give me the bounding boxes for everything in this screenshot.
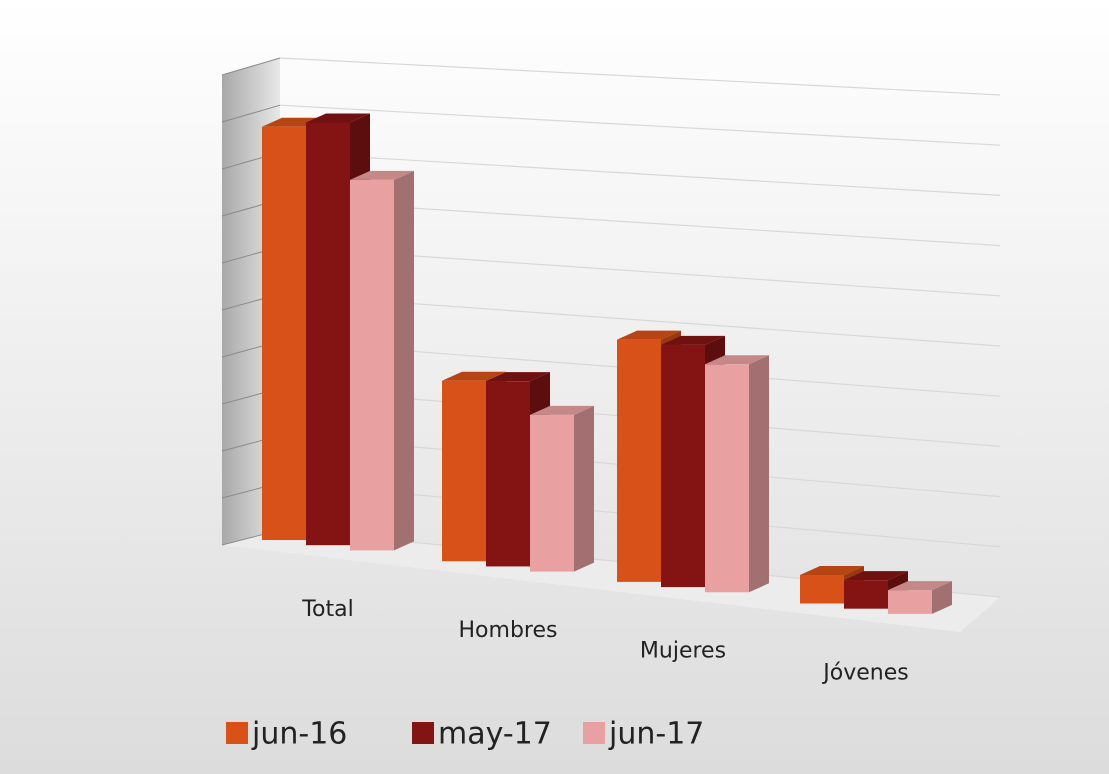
- bar-front: [442, 380, 486, 562]
- grid-line: [279, 57, 1001, 96]
- bar-front: [350, 179, 394, 551]
- x-tick-label: Mujeres: [640, 639, 726, 664]
- side-grid-line: [221, 104, 281, 123]
- bar-top: [486, 372, 550, 382]
- bar-top: [844, 571, 908, 581]
- grid-line: [279, 104, 1001, 146]
- bar-side: [574, 405, 594, 572]
- bar-top: [617, 330, 681, 340]
- grid-line: [279, 151, 1001, 196]
- bar-front: [705, 364, 749, 593]
- legend-label: may-17: [438, 717, 552, 752]
- labels: Total Hombres Mujeres Jóvenes jun-16 may-17 ju…: [226, 597, 909, 752]
- bar-top: [661, 335, 725, 345]
- bar: [888, 581, 952, 614]
- legend-label: jun-17: [608, 717, 704, 752]
- legend-swatch: [583, 722, 605, 744]
- bar-side: [932, 581, 952, 614]
- bar-front: [486, 381, 530, 567]
- bar-front: [800, 574, 844, 604]
- x-tick-label: Hombres: [459, 618, 558, 643]
- floor: [222, 530, 1000, 632]
- bar: [350, 170, 414, 551]
- bar-top: [530, 405, 594, 415]
- bars: [262, 113, 952, 614]
- x-tick-label: Total: [301, 597, 353, 622]
- bar-front: [262, 126, 306, 540]
- legend-label: jun-16: [251, 717, 347, 752]
- bar-front: [661, 344, 705, 588]
- bar-side: [394, 170, 414, 551]
- bar-top: [442, 371, 506, 381]
- bar-front: [844, 580, 888, 609]
- bar: [530, 405, 594, 572]
- bar-front: [617, 339, 661, 582]
- bar-side: [749, 355, 769, 593]
- bar: [705, 355, 769, 593]
- bar-front: [888, 590, 932, 614]
- x-tick-label: Jóvenes: [821, 660, 908, 685]
- legend-swatch: [226, 722, 248, 744]
- bar-top: [800, 565, 864, 575]
- bar-front: [530, 414, 574, 572]
- bar-top: [306, 113, 370, 123]
- side-grid-line: [221, 57, 281, 76]
- bar-front: [306, 122, 350, 546]
- bar-top: [888, 581, 952, 591]
- bar-top: [350, 170, 414, 180]
- legend-swatch: [412, 722, 434, 744]
- bar-top: [705, 355, 769, 365]
